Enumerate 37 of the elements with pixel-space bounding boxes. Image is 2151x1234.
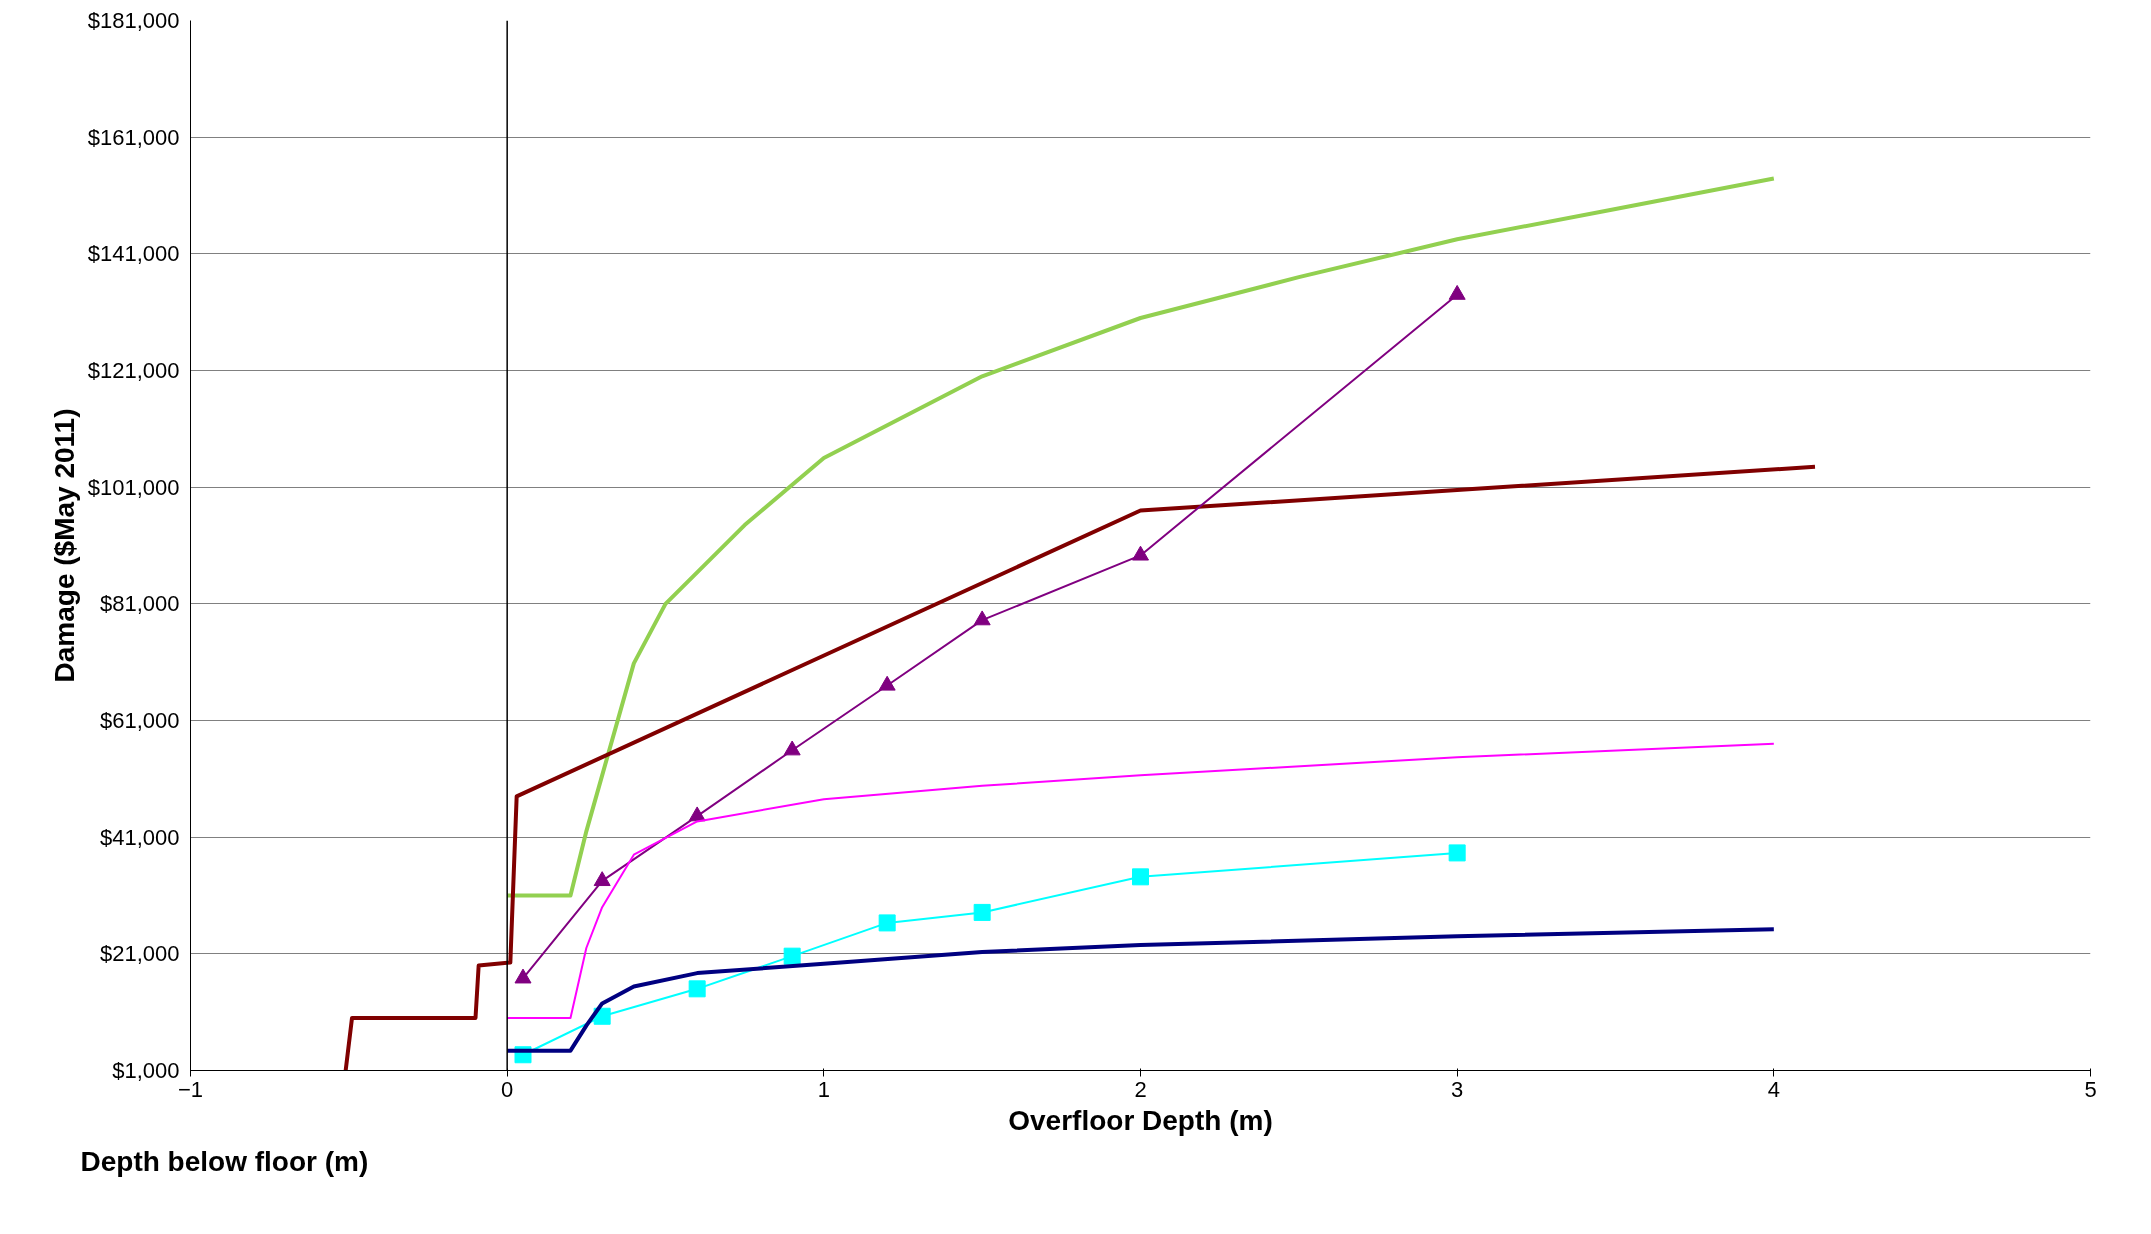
y-tick-label: $41,000 — [99, 824, 180, 850]
point — [878, 914, 896, 932]
y-axis-title: Damage ($May 2011) — [48, 408, 80, 683]
x-tick-label: 1 — [817, 1076, 830, 1102]
y-tick-label: $81,000 — [99, 591, 180, 617]
point — [878, 675, 896, 691]
x-tick-label: 5 — [2084, 1076, 2097, 1102]
x-tick-label: 4 — [1767, 1076, 1780, 1102]
line-series — [505, 927, 1776, 1053]
point — [688, 980, 706, 998]
point — [973, 610, 991, 626]
x-tick-label: −1 — [177, 1076, 204, 1102]
point — [1448, 284, 1466, 300]
x-axis-title: Overfloor Depth (m) — [1008, 1104, 1273, 1136]
point — [593, 871, 611, 887]
text: Depth below floor (m) — [80, 1145, 369, 1177]
y-tick-label: $161,000 — [87, 124, 180, 150]
y-tick-label: $181,000 — [87, 8, 180, 33]
y-tick-label: $121,000 — [87, 358, 180, 383]
point — [1132, 868, 1149, 886]
point — [1132, 545, 1149, 561]
y-tick-label: $101,000 — [87, 474, 180, 500]
y-tick-label: $21,000 — [99, 941, 180, 967]
line-series — [506, 742, 1775, 1019]
line-series — [505, 176, 1776, 898]
point — [783, 947, 801, 965]
y-tick-label: $61,000 — [99, 708, 180, 733]
y-tick-label: $141,000 — [87, 241, 180, 267]
point — [1448, 844, 1466, 862]
point — [783, 740, 801, 756]
line-series — [343, 464, 1817, 1071]
point — [973, 903, 991, 921]
point — [688, 806, 706, 822]
x-tick-label: 3 — [1451, 1076, 1464, 1102]
x-tick-label: 0 — [501, 1076, 514, 1102]
y-tick-label: $1,000 — [112, 1058, 180, 1083]
x-tick-label: 2 — [1134, 1076, 1147, 1102]
